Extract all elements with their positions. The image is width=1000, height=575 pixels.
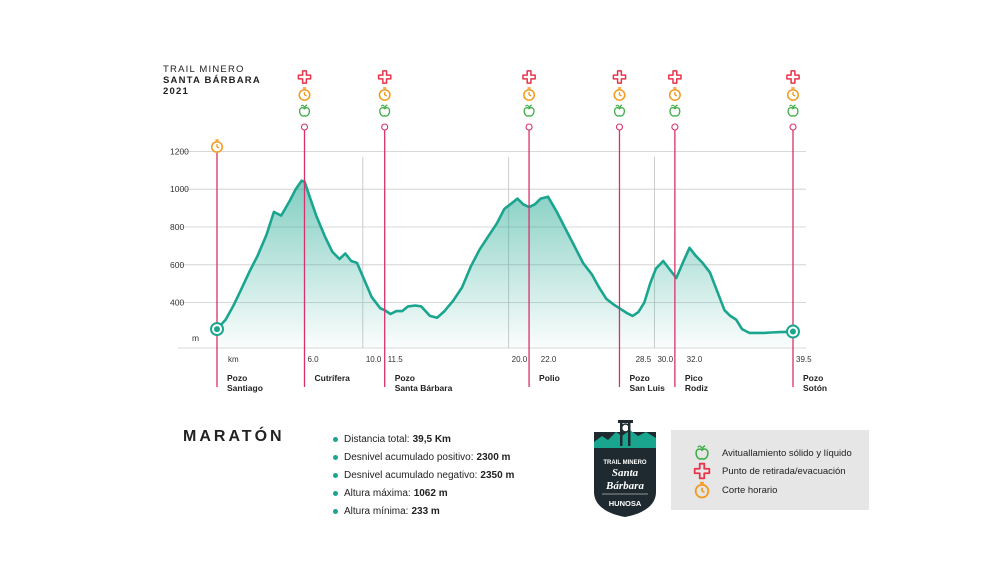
elevation-area xyxy=(217,180,793,348)
logo-text-2: Santa xyxy=(612,467,639,479)
checkpoint-name: Polio xyxy=(539,373,560,383)
logo-text-4: HUNOSA xyxy=(609,499,642,508)
race-stats-list: Distancia total: 39,5 Km Desnivel acumula… xyxy=(333,430,514,521)
bullet-icon xyxy=(333,509,338,515)
checkpoint-top-dot xyxy=(671,123,679,131)
brand-line-1: TRAIL MINERO xyxy=(163,64,245,75)
km-tick-label: km xyxy=(228,355,239,364)
checkpoint-name: Pozo xyxy=(227,373,247,383)
km-tick-label: 28.5 xyxy=(636,355,652,364)
evacuation-cross-icon xyxy=(522,70,536,84)
cutoff-clock-icon xyxy=(378,87,391,101)
refreshment-icon xyxy=(298,104,311,117)
checkpoint-name: Sotón xyxy=(803,383,827,393)
stat-value: 1062 m xyxy=(413,488,448,500)
checkpoint-top-dot xyxy=(789,123,797,131)
cutoff-clock-icon xyxy=(298,87,311,101)
evacuation-cross-icon xyxy=(612,70,627,84)
stat-total-distance: Distancia total: 39,5 Km xyxy=(333,430,514,448)
checkpoint-name: Pozo xyxy=(803,373,823,383)
checkpoint-name: Santiago xyxy=(227,383,263,393)
refreshment-icon xyxy=(669,104,681,117)
stat-label: Altura mínima: xyxy=(344,506,409,518)
checkpoint-name: Pico xyxy=(685,373,703,383)
cutoff-clock-icon xyxy=(668,87,681,101)
y-tick-label: 800 xyxy=(170,222,184,232)
refreshment-icon xyxy=(613,104,626,117)
evacuation-cross-icon xyxy=(377,70,392,84)
legend-label: Punto de retirada/evacuación xyxy=(722,465,846,477)
km-tick-label: 22.0 xyxy=(541,355,557,364)
cutoff-clock-icon xyxy=(694,481,710,499)
km-tick-label: 39.5 xyxy=(796,355,812,364)
checkpoint-name: Pozo xyxy=(629,373,649,383)
refreshment-icon xyxy=(787,104,799,117)
legend-item-cutoff: Corte horario xyxy=(671,481,777,499)
checkpoint-top-dot xyxy=(300,123,309,131)
bullet-icon xyxy=(333,491,338,497)
km-tick-label: 10.0 xyxy=(366,355,382,364)
cutoff-clock-icon xyxy=(211,139,223,153)
cutoff-clock-icon xyxy=(613,87,626,101)
legend-item-refreshment: Avituallamiento sólido y líquido xyxy=(671,444,852,462)
legend-label: Avituallamiento sólido y líquido xyxy=(722,447,852,459)
stat-elevation-gain: Desnivel acumulado positivo: 2300 m xyxy=(333,448,514,466)
refreshment-icon xyxy=(379,104,391,117)
trail-minero-logo: TRAIL MINERO Santa Bárbara HUNOSA xyxy=(594,420,656,517)
stat-label: Desnivel acumulado positivo: xyxy=(344,451,474,463)
bullet-icon xyxy=(333,436,338,442)
y-tick-label: 1000 xyxy=(170,184,189,194)
checkpoint-top-dot xyxy=(525,123,533,131)
stat-label: Desnivel acumulado negativo: xyxy=(344,469,478,481)
bullet-icon xyxy=(333,454,338,460)
checkpoint-name: Pozo xyxy=(395,373,415,383)
km-tick-label: 30.0 xyxy=(657,355,673,364)
legend-box: Avituallamiento sólido y líquido Punto d… xyxy=(671,430,869,510)
km-tick-label: 6.0 xyxy=(307,355,319,364)
checkpoint-name: San Luis xyxy=(629,383,665,393)
checkpoint-top-dot xyxy=(615,123,624,131)
brand-line-2: SANTA BÁRBARA xyxy=(163,75,261,86)
checkpoint-name: Rodiz xyxy=(685,383,708,393)
bullet-icon xyxy=(333,472,338,478)
stat-value: 2350 m xyxy=(480,469,515,481)
legend-item-evacuation: Punto de retirada/evacuación xyxy=(671,462,846,480)
logo-text-3: Bárbara xyxy=(605,480,644,492)
cutoff-clock-icon xyxy=(787,87,799,101)
elevation-line xyxy=(215,179,795,335)
km-tick-label: 32.0 xyxy=(687,355,703,364)
cutoff-clock-icon xyxy=(523,87,536,101)
checkpoint-name: Cutrífera xyxy=(314,373,350,383)
stat-value: 39,5 Km xyxy=(412,433,451,445)
checkpoint-top-dot xyxy=(381,123,389,131)
stat-elevation-loss: Desnivel acumulado negativo: 2350 m xyxy=(333,466,514,484)
brand-line-3: 2021 xyxy=(163,86,189,97)
event-brand: TRAIL MINERO SANTA BÁRBARA 2021 xyxy=(163,64,261,97)
stat-value: 233 m xyxy=(411,506,440,518)
y-unit-label: m xyxy=(192,333,199,343)
stat-min-altitude: Altura mínima: 233 m xyxy=(333,503,514,521)
endpoint-marker-core xyxy=(790,328,796,335)
evacuation-cross-icon xyxy=(668,70,682,84)
y-tick-label: 1200 xyxy=(170,146,189,156)
race-title: MARATÓN xyxy=(183,428,285,445)
stat-max-altitude: Altura máxima: 1062 m xyxy=(333,485,514,503)
evacuation-cross-icon xyxy=(693,462,711,480)
stat-label: Altura máxima: xyxy=(344,488,411,500)
evacuation-cross-icon xyxy=(297,70,312,84)
stat-value: 2300 m xyxy=(476,451,511,463)
checkpoint-name: Santa Bárbara xyxy=(395,383,453,393)
endpoint-marker-core xyxy=(214,326,220,333)
refreshment-icon xyxy=(523,104,535,117)
km-tick-label: 11.5 xyxy=(388,355,404,364)
legend-label: Corte horario xyxy=(722,484,778,496)
stat-label: Distancia total: xyxy=(344,433,410,445)
logo-text-1: TRAIL MINERO xyxy=(603,460,647,466)
refreshment-icon xyxy=(695,445,709,460)
km-tick-label: 20.0 xyxy=(512,355,528,364)
evacuation-cross-icon xyxy=(786,70,800,84)
y-tick-label: 400 xyxy=(170,298,184,308)
y-tick-label: 600 xyxy=(170,260,184,270)
